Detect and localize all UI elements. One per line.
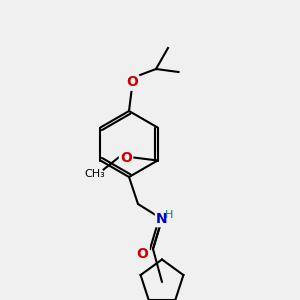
Text: O: O [136,247,148,260]
Text: H: H [165,209,174,220]
Text: N: N [156,212,168,226]
Text: O: O [120,151,132,164]
Text: CH₃: CH₃ [84,169,105,179]
Text: O: O [126,76,138,89]
